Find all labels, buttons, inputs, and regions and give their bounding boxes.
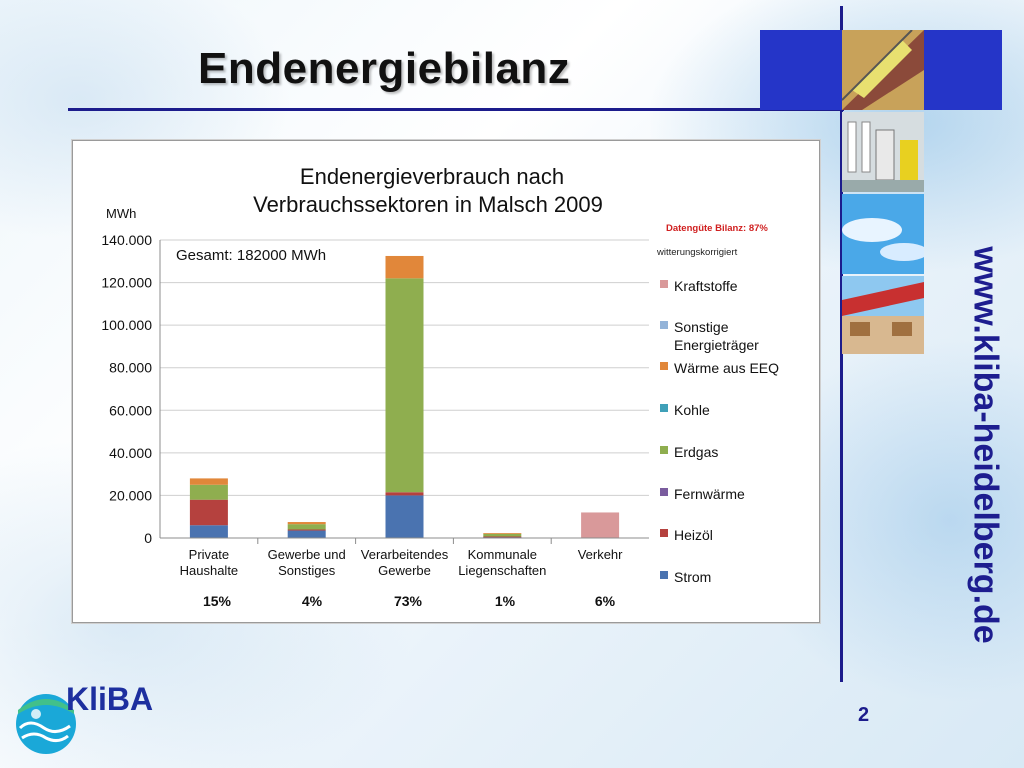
legend-label: Kohle <box>674 402 710 418</box>
x-tick-label: Sonstiges <box>278 563 336 578</box>
title-rule <box>68 108 844 111</box>
bar-segment <box>287 522 326 525</box>
legend-label: Erdgas <box>674 444 718 460</box>
y-tick-label: 20.000 <box>109 487 152 503</box>
chart-title-line-1: Endenergieverbrauch nach <box>300 164 564 189</box>
page-number: 2 <box>858 704 870 726</box>
x-tick-label: Verkehr <box>578 547 623 562</box>
photo-strip <box>842 30 924 354</box>
stacked-bar-chart: Endenergieverbrauch nach Verbrauchssekto… <box>101 164 779 609</box>
y-tick-label: 100.000 <box>101 317 152 333</box>
sky-photo <box>842 194 924 274</box>
bar-segment <box>581 512 620 538</box>
bar-segment <box>483 536 522 538</box>
y-tick-label: 40.000 <box>109 445 152 461</box>
bar-segment <box>189 478 228 485</box>
logo-text: KliBA <box>66 684 153 717</box>
data-quality-note: Datengüte Bilanz: 87% <box>666 223 768 234</box>
slide-title: Endenergiebilanz <box>198 44 571 93</box>
x-tick-label: Haushalte <box>180 563 239 578</box>
legend-label: Kraftstoffe <box>674 278 738 294</box>
legend-swatch <box>660 571 668 579</box>
share-label: 15% <box>203 593 232 609</box>
y-tick-label: 0 <box>144 530 152 546</box>
legend-label: Sonstige <box>674 319 729 335</box>
legend-label: Fernwärme <box>674 486 745 502</box>
header-block-left <box>760 30 842 110</box>
header-block-right <box>922 30 1002 110</box>
x-tick-label: Gewerbe und <box>268 547 346 562</box>
legend-swatch <box>660 362 668 370</box>
x-tick-label: Gewerbe <box>378 563 431 578</box>
kliba-logo: KliBA <box>16 684 153 754</box>
bar-segment <box>189 525 228 538</box>
y-tick-label: 120.000 <box>101 275 152 291</box>
legend-label: Wärme aus EEQ <box>674 360 779 376</box>
bars <box>189 255 620 538</box>
bar-segment <box>287 529 326 531</box>
chart-panel: Endenergieverbrauch nach Verbrauchssekto… <box>72 140 820 623</box>
legend-label: Energieträger <box>674 337 759 353</box>
y-tick-label: 140.000 <box>101 232 152 248</box>
share-label: 73% <box>394 593 423 609</box>
bar-segment <box>189 484 228 500</box>
bar-segment <box>385 495 424 538</box>
y-tick-label: 60.000 <box>109 402 152 418</box>
legend-swatch <box>660 404 668 412</box>
roof-photo <box>842 30 924 110</box>
x-tick-label: Kommunale <box>468 547 537 562</box>
y-axis-unit-label: MWh <box>106 206 136 221</box>
share-label: 6% <box>595 593 616 609</box>
bar-segment <box>483 533 522 534</box>
bar-segment <box>385 492 424 496</box>
globe-icon <box>16 694 76 754</box>
chart-title-line-2: Verbrauchssektoren in Malsch 2009 <box>253 192 603 217</box>
y-axis: 0 20.000 40.000 60.000 80.000 100.000 120.000 1… <box>101 232 161 546</box>
bar-segment <box>483 536 522 538</box>
legend-swatch <box>660 488 668 496</box>
legend-swatch <box>660 446 668 454</box>
bar-segment <box>385 255 424 279</box>
x-tick-label: Verarbeitendes <box>361 547 449 562</box>
legend-swatch <box>660 280 668 288</box>
heating-photo <box>842 112 924 192</box>
house-photo <box>842 276 924 354</box>
legend-label: Heizöl <box>674 527 713 543</box>
website-url: www.kliba-heidelberg.de <box>966 246 1005 644</box>
weather-correction-note: witterungskorrigiert <box>656 247 738 258</box>
bar-segment <box>287 530 326 538</box>
bar-segment <box>189 499 228 526</box>
x-tick-label: Liegenschaften <box>458 563 546 578</box>
bar-segment <box>483 533 522 537</box>
legend-swatch <box>660 529 668 537</box>
y-tick-label: 80.000 <box>109 360 152 376</box>
right-rule <box>840 6 843 682</box>
share-labels: 15% 4% 73% 1% 6% <box>203 593 616 609</box>
share-label: 4% <box>302 593 323 609</box>
total-annotation: Gesamt: 182000 MWh <box>176 247 326 264</box>
legend-label: Strom <box>674 569 711 585</box>
share-label: 1% <box>495 593 516 609</box>
legend: Kraftstoffe Sonstige Energieträger Wärme au… <box>660 278 779 585</box>
legend-swatch <box>660 321 668 329</box>
bar-segment <box>287 524 326 530</box>
bar-segment <box>385 278 424 493</box>
x-tick-label: Private <box>189 547 229 562</box>
